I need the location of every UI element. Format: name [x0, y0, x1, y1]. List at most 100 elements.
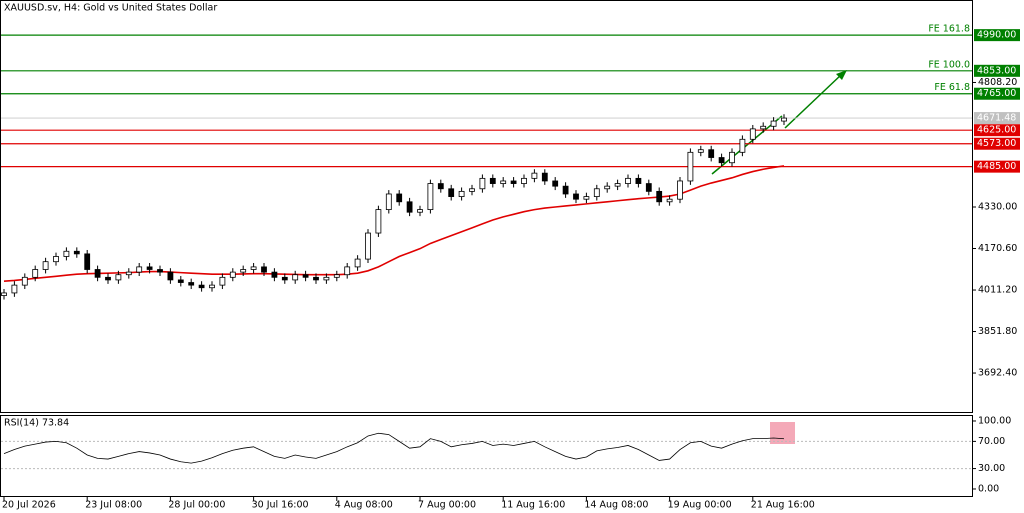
moving-average [3, 165, 785, 283]
candle-body [645, 183, 652, 192]
y-tick-label: 70.00 [978, 436, 1005, 447]
y-tick-label: 4808.20 [978, 77, 1017, 88]
rsi-highlight [770, 422, 795, 444]
candle-body [521, 177, 527, 184]
candle-body [302, 274, 309, 278]
x-tick-label: 30 Jul 16:00 [252, 500, 309, 511]
y-tick-label: 30.00 [978, 463, 1005, 474]
candle-body [770, 120, 777, 127]
y-tick-label: 100.00 [978, 415, 1011, 426]
candle-body [240, 269, 247, 273]
candle-body [417, 209, 423, 213]
candle-body [604, 185, 611, 190]
candle-body [396, 193, 403, 203]
candle-body [146, 266, 153, 270]
level-label: 4990.00 [977, 30, 1016, 41]
rsi-line [3, 432, 785, 464]
candle-body [42, 261, 49, 270]
candle-body [427, 183, 434, 211]
x-tick-label: 21 Aug 16:00 [751, 500, 815, 511]
chart-title: XAUUSD.sv, H4: Gold vs United States Dol… [4, 3, 217, 14]
candle-body [177, 279, 184, 283]
candle-body [188, 282, 195, 286]
candle-body [281, 276, 288, 281]
candle-body [510, 180, 517, 184]
level-label-box [974, 137, 1020, 150]
x-tick-label: 11 Aug 16:00 [501, 500, 565, 511]
candle-body [63, 250, 70, 257]
x-tick-label: 20 Jul 2026 [2, 500, 56, 511]
candle-body [781, 117, 787, 122]
level-label-box [974, 29, 1020, 42]
x-tick-label: 23 Jul 08:00 [85, 500, 142, 511]
candle-body [250, 266, 257, 270]
trend-line [711, 115, 783, 175]
arrow-head [836, 70, 847, 80]
candle-body [500, 180, 507, 184]
rsi-frame [0, 415, 973, 497]
candle-body [261, 266, 267, 273]
candle-body [11, 284, 18, 294]
y-tick-label: 4330.00 [978, 202, 1017, 213]
candle-body [708, 149, 715, 158]
candle-body [157, 269, 163, 273]
x-tick-label: 4 Aug 08:00 [335, 500, 393, 511]
candle-body [656, 190, 663, 203]
candle-body [385, 193, 392, 211]
candle-body [84, 253, 91, 270]
level-name: FE 161.8 [928, 24, 970, 35]
candle-body [125, 271, 132, 276]
projection-arrow [784, 73, 843, 129]
x-tick-label: 28 Jul 00:00 [168, 500, 225, 511]
candle-body [365, 232, 371, 260]
level-label: 4765.00 [977, 88, 1016, 99]
candle-body [406, 201, 413, 213]
x-tick-label: 14 Aug 08:00 [584, 500, 648, 511]
level-label: 4625.00 [977, 125, 1016, 136]
candle-body [469, 188, 475, 192]
level-label-box [974, 160, 1020, 173]
y-tick-label: 0.00 [978, 483, 999, 494]
candle-body [1, 292, 7, 296]
candle-body [573, 193, 579, 200]
current-price-box [974, 112, 1020, 125]
candle-body [333, 274, 340, 278]
candle-body [562, 185, 569, 195]
trend-annotation [711, 70, 847, 175]
level-label: 4853.00 [977, 65, 1016, 76]
candle-body [749, 128, 756, 140]
candle-body [271, 271, 278, 278]
candle-body [552, 180, 559, 187]
candle-body [21, 276, 28, 286]
level-label: 4485.00 [977, 161, 1016, 172]
candle-body [489, 177, 496, 184]
candle-body [687, 151, 694, 182]
candle-body [635, 177, 642, 184]
candle-body [760, 125, 767, 130]
candle-body [167, 271, 174, 281]
candle-body [53, 256, 59, 263]
candle-body [593, 188, 600, 197]
candle-body [729, 151, 735, 164]
candle-body [677, 180, 683, 200]
level-name: FE 100.0 [928, 59, 970, 70]
candle-body [458, 190, 465, 197]
candle-body [313, 276, 319, 281]
candle-body [323, 276, 330, 281]
candle-body [739, 138, 746, 153]
candle-body [32, 269, 39, 278]
level-label: 4573.00 [977, 138, 1016, 149]
candle-body [479, 177, 486, 190]
candle-body [531, 172, 538, 179]
x-tick-label: 7 Aug 00:00 [418, 500, 476, 511]
candle-body [219, 276, 226, 286]
candle-body [344, 266, 351, 276]
y-tick-label: 4011.20 [978, 285, 1017, 296]
candle-body [666, 198, 673, 203]
level-label-box [974, 64, 1020, 77]
candle-body [375, 209, 382, 234]
candle-body [292, 274, 299, 281]
candle-body [136, 266, 143, 273]
